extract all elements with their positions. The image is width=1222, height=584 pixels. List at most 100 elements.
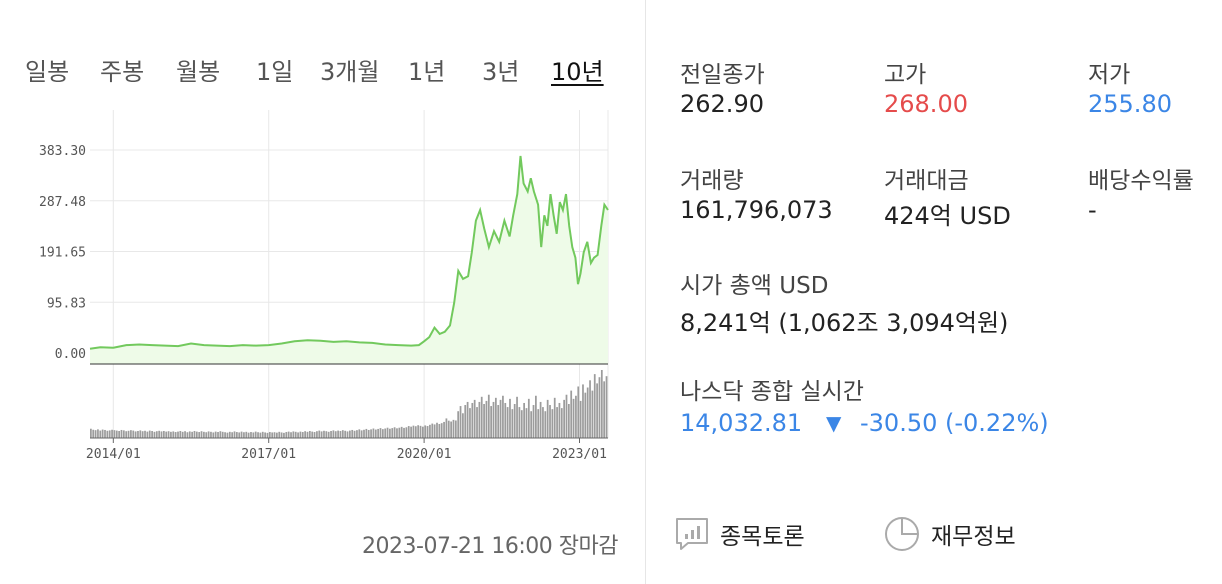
tab-10-years[interactable]: 10년 (551, 58, 604, 86)
volume-bar (429, 424, 431, 438)
volume-bar (245, 431, 248, 438)
volume-bar (443, 421, 445, 438)
volume-bar (243, 432, 245, 438)
volume-bar (593, 374, 596, 438)
volume-bar (264, 432, 266, 438)
volume-bar (471, 402, 474, 438)
volume-bar (400, 426, 403, 438)
tab-monthly[interactable]: 월봉 (176, 58, 221, 86)
tab-3-years[interactable]: 3년 (482, 58, 520, 86)
volume-bar (221, 431, 224, 438)
tab-1-year[interactable]: 1년 (408, 58, 446, 86)
volume-bar (603, 381, 606, 438)
volume-bar (363, 429, 365, 438)
volume-bar (440, 423, 443, 438)
volume-bar (90, 428, 92, 438)
volume-bar (424, 425, 427, 438)
volume-bar (360, 430, 363, 438)
discussion-label: 종목토론 (720, 524, 805, 550)
volume-bar (412, 425, 415, 438)
column-divider (645, 0, 646, 584)
nasdaq-change: -30.50 (-0.22%) (860, 409, 1049, 437)
volume-bar (598, 377, 601, 438)
volume-bar (462, 413, 464, 438)
volume-bar (445, 418, 448, 438)
volume-bar (212, 432, 215, 438)
volume-bar (210, 431, 212, 438)
volume-bar (188, 431, 191, 438)
pie-chart-icon (885, 517, 919, 551)
volume-bar (233, 431, 236, 438)
volume-bar (165, 431, 168, 438)
dividend-yield-value: - (1088, 196, 1097, 224)
volume-bar (278, 431, 281, 438)
volume-bar (447, 420, 450, 438)
volume-bar (600, 370, 603, 438)
volume-bar (172, 431, 175, 438)
volume-bar (582, 384, 584, 438)
volume-bar (287, 431, 290, 438)
volume-bar (177, 431, 179, 438)
volume-bar (546, 399, 549, 438)
volume-bar (115, 430, 118, 438)
volume-bar (261, 431, 264, 438)
financials-button[interactable]: 재무정보 (883, 512, 1016, 556)
volume-bar (207, 431, 210, 438)
volume-bar (290, 432, 292, 438)
volume-bar (113, 430, 116, 438)
market-cap-label: 시가 총액 USD (680, 273, 829, 299)
volume-bar (304, 431, 307, 438)
volume-bar (94, 430, 97, 438)
volume-bars (90, 370, 608, 438)
volume-bar (560, 408, 563, 438)
tab-1-day[interactable]: 1일 (256, 58, 294, 86)
volume-bar (417, 425, 420, 438)
nasdaq-value: 14,032.81 (680, 409, 803, 437)
volume-bar (160, 431, 163, 438)
volume-bar (532, 405, 535, 438)
volume-bar (330, 430, 332, 438)
volume-bar (276, 432, 278, 438)
volume-bar (490, 406, 493, 438)
volume-bar (575, 395, 577, 438)
financials-label: 재무정보 (931, 524, 1016, 550)
volume-bar (127, 430, 130, 438)
volume-bar (438, 423, 441, 438)
discussion-button[interactable]: 종목토론 (674, 512, 805, 556)
volume-bar (469, 408, 471, 438)
volume-bar (306, 431, 309, 438)
volume-bar (527, 398, 530, 438)
volume-bar (563, 399, 566, 438)
volume-bar (92, 429, 95, 438)
volume-bar (389, 428, 391, 438)
tab-weekly[interactable]: 주봉 (100, 58, 145, 86)
volume-bar (513, 404, 516, 438)
x-tick-label: 2023/01 (552, 447, 607, 462)
volume-bar (516, 396, 518, 438)
price-line (89, 155, 609, 350)
dividend-yield-label: 배당수익률 (1088, 168, 1194, 194)
volume-bar (219, 431, 222, 438)
volume-bar (454, 420, 457, 438)
tab-daily[interactable]: 일봉 (25, 58, 70, 86)
x-tick-label: 2020/01 (397, 447, 452, 462)
volume-bar (405, 427, 408, 438)
volume-bar (193, 430, 196, 438)
volume-bar (596, 383, 598, 438)
volume-bar (250, 432, 252, 438)
volume-bar (506, 407, 509, 438)
volume-bar (200, 431, 203, 438)
volume-bar (414, 426, 417, 438)
volume-bar (473, 399, 476, 438)
tab-3-months[interactable]: 3개월 (320, 58, 380, 86)
volume-bar (511, 409, 514, 438)
volume-bar (478, 401, 481, 438)
volume-bar (294, 431, 297, 438)
x-tick-label: 2014/01 (86, 447, 141, 462)
volume-bar (316, 431, 318, 438)
volume-bar (285, 432, 288, 438)
volume-bar (191, 431, 193, 438)
volume-bar (151, 430, 153, 438)
volume-bar (148, 430, 151, 438)
volume-bar (327, 431, 330, 438)
